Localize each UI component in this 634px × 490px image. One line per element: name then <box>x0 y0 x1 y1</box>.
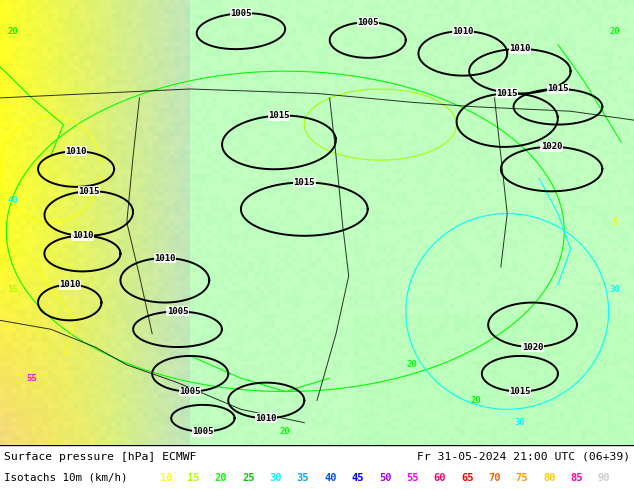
Text: 85: 85 <box>571 473 583 483</box>
Text: 30: 30 <box>269 473 282 483</box>
Text: 1015: 1015 <box>509 387 531 396</box>
Text: 1010: 1010 <box>509 45 531 53</box>
Text: 15: 15 <box>8 285 18 294</box>
Text: 1020: 1020 <box>541 142 562 151</box>
Text: 1015: 1015 <box>294 178 315 187</box>
Text: 30: 30 <box>610 285 620 294</box>
Text: 75: 75 <box>515 473 528 483</box>
Text: 1020: 1020 <box>522 343 543 351</box>
Text: 1010: 1010 <box>65 147 87 156</box>
Text: 55: 55 <box>406 473 418 483</box>
Text: 45: 45 <box>351 473 364 483</box>
Text: 1005: 1005 <box>179 387 201 396</box>
Text: 1015: 1015 <box>268 111 290 120</box>
Text: 35: 35 <box>297 473 309 483</box>
Text: 1005: 1005 <box>357 18 378 27</box>
Text: 1015: 1015 <box>547 84 569 94</box>
Text: 20: 20 <box>280 427 290 436</box>
Text: 1010: 1010 <box>59 280 81 289</box>
Text: 40: 40 <box>324 473 337 483</box>
Text: 1015: 1015 <box>496 89 518 98</box>
Text: 1010: 1010 <box>72 231 93 240</box>
Text: 1015: 1015 <box>78 187 100 196</box>
Text: 50: 50 <box>379 473 391 483</box>
Text: 1010: 1010 <box>256 414 277 423</box>
Text: Isotachs 10m (km/h): Isotachs 10m (km/h) <box>4 473 127 483</box>
Text: 20: 20 <box>407 360 417 369</box>
Text: 1005: 1005 <box>192 427 214 436</box>
Text: 1010: 1010 <box>154 253 176 263</box>
Text: 55: 55 <box>27 374 37 383</box>
Text: Surface pressure [hPa] ECMWF: Surface pressure [hPa] ECMWF <box>4 452 197 462</box>
Text: 20: 20 <box>470 396 481 405</box>
Text: 20: 20 <box>610 26 620 36</box>
Text: 25: 25 <box>242 473 255 483</box>
Text: 5: 5 <box>612 218 618 227</box>
Text: 1005: 1005 <box>167 307 188 316</box>
Text: 10: 10 <box>160 473 172 483</box>
Text: 40: 40 <box>8 196 18 205</box>
Text: 80: 80 <box>543 473 555 483</box>
Text: 1010: 1010 <box>452 26 474 36</box>
Text: 70: 70 <box>488 473 501 483</box>
Text: 15: 15 <box>188 473 200 483</box>
Text: 20: 20 <box>8 26 18 36</box>
Text: 65: 65 <box>461 473 474 483</box>
Text: 60: 60 <box>434 473 446 483</box>
Text: 30: 30 <box>515 418 525 427</box>
Text: 1005: 1005 <box>230 9 252 18</box>
Text: 20: 20 <box>215 473 227 483</box>
Text: 90: 90 <box>598 473 610 483</box>
Text: Fr 31-05-2024 21:00 UTC (06+39): Fr 31-05-2024 21:00 UTC (06+39) <box>417 452 630 462</box>
